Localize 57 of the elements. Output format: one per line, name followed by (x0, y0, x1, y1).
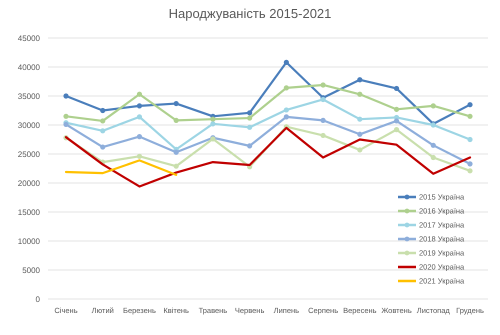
point (174, 164, 179, 169)
point (136, 134, 142, 140)
point (467, 136, 473, 142)
point (210, 116, 216, 122)
point (430, 142, 436, 148)
y-tick-label: 10000 (18, 236, 41, 246)
y-tick-label: 35000 (18, 92, 41, 101)
y-tick-label: 15000 (18, 208, 41, 217)
point (136, 103, 142, 108)
point (247, 124, 252, 130)
y-tick-label: 30000 (18, 120, 41, 130)
point (467, 102, 473, 108)
point (284, 85, 289, 90)
point (174, 100, 179, 106)
point (357, 116, 362, 122)
point (284, 107, 289, 113)
point (136, 114, 142, 120)
point (320, 82, 326, 88)
point (394, 86, 400, 92)
point (320, 132, 326, 138)
point (174, 118, 179, 123)
point (247, 143, 252, 148)
y-tick-label: 40000 (18, 62, 41, 72)
point (357, 92, 362, 97)
y-tick-label: 45000 (18, 34, 41, 43)
point (394, 118, 400, 124)
point (210, 121, 216, 126)
y-tick-label: 0 (36, 294, 41, 304)
point (247, 115, 252, 121)
point (100, 118, 106, 124)
point (357, 147, 362, 153)
point (467, 161, 473, 166)
point (430, 103, 436, 108)
point (467, 168, 473, 174)
point (136, 92, 142, 97)
point (430, 154, 436, 160)
point (100, 144, 106, 150)
point (467, 114, 473, 119)
point (174, 150, 179, 155)
point (357, 77, 362, 82)
y-tick-label: 25000 (18, 150, 41, 159)
y-tick-label: 5000 (22, 266, 41, 275)
point (136, 154, 142, 159)
point (63, 114, 69, 119)
y-tick-label: 20000 (18, 178, 41, 188)
line-series (64, 159, 178, 176)
point (394, 127, 400, 132)
point (247, 110, 252, 116)
point (100, 128, 106, 134)
point (100, 108, 106, 114)
point (63, 93, 69, 99)
point (284, 114, 289, 120)
point (394, 106, 400, 112)
point (284, 60, 289, 65)
point (320, 118, 326, 123)
chart-title: Народжуваність 2015-2021 (168, 6, 332, 21)
point (357, 132, 362, 137)
